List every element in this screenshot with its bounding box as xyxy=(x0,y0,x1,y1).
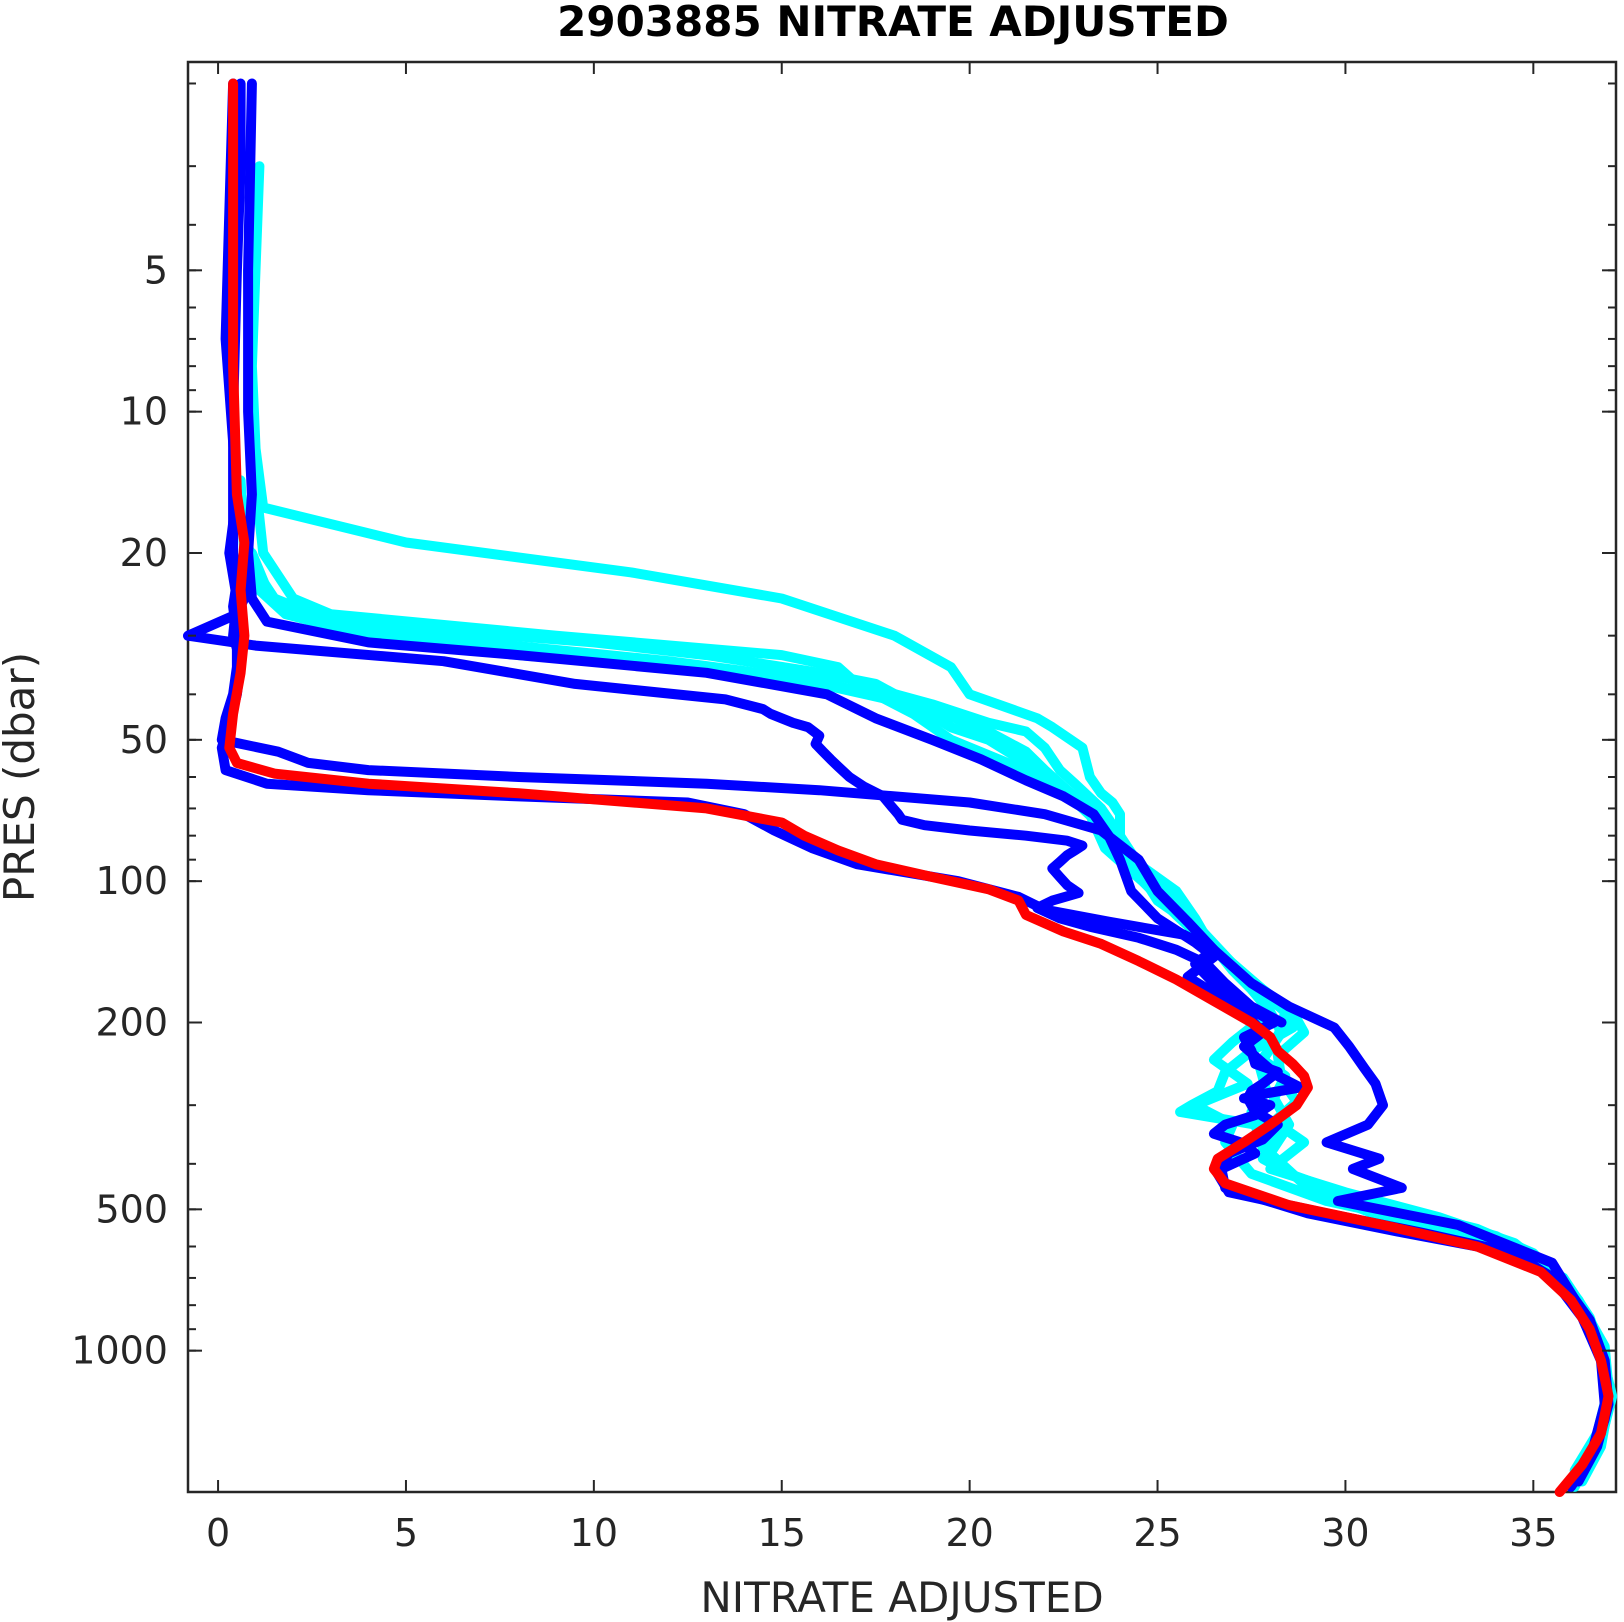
x-tick-label: 20 xyxy=(945,1511,993,1555)
x-tick-label: 5 xyxy=(394,1511,418,1555)
series-line-8 xyxy=(216,78,1614,1487)
x-tick-label: 30 xyxy=(1321,1511,1369,1555)
y-tick-label: 10 xyxy=(120,390,168,434)
x-tick-label: 0 xyxy=(206,1511,230,1555)
series-line-5 xyxy=(239,526,1614,1476)
tick-label-layer: 0 5 10 15 20 25 30 35 5 10 20 50 100 200 500 1000 xyxy=(71,248,1557,1555)
tick-layer xyxy=(188,62,1616,1493)
chart-title: 2903885 NITRATE ADJUSTED xyxy=(557,0,1229,46)
series-line-4 xyxy=(246,548,1618,1482)
x-tick-label: 10 xyxy=(570,1511,618,1555)
y-tick-label: 200 xyxy=(95,1000,168,1044)
y-tick-label: 5 xyxy=(144,248,168,292)
x-tick-label: 35 xyxy=(1509,1511,1557,1555)
series-line-3 xyxy=(235,475,1610,1492)
x-axis-label: NITRATE ADJUSTED xyxy=(700,1573,1103,1622)
y-tick-label: 100 xyxy=(95,859,168,903)
x-tick-label: 25 xyxy=(1133,1511,1181,1555)
y-tick-label: 1000 xyxy=(71,1329,168,1373)
x-tick-label: 15 xyxy=(758,1511,806,1555)
series-line-9 xyxy=(183,526,1287,1028)
series-line-10 xyxy=(224,78,1614,1497)
y-tick-label: 50 xyxy=(120,718,168,762)
series-layer xyxy=(183,78,1618,1497)
series-line-7 xyxy=(243,78,1610,1487)
y-tick-label: 20 xyxy=(120,531,168,575)
y-tick-label: 500 xyxy=(95,1187,168,1231)
plot-area xyxy=(186,60,1618,1494)
y-axis-label: PRES (dbar) xyxy=(0,652,44,902)
